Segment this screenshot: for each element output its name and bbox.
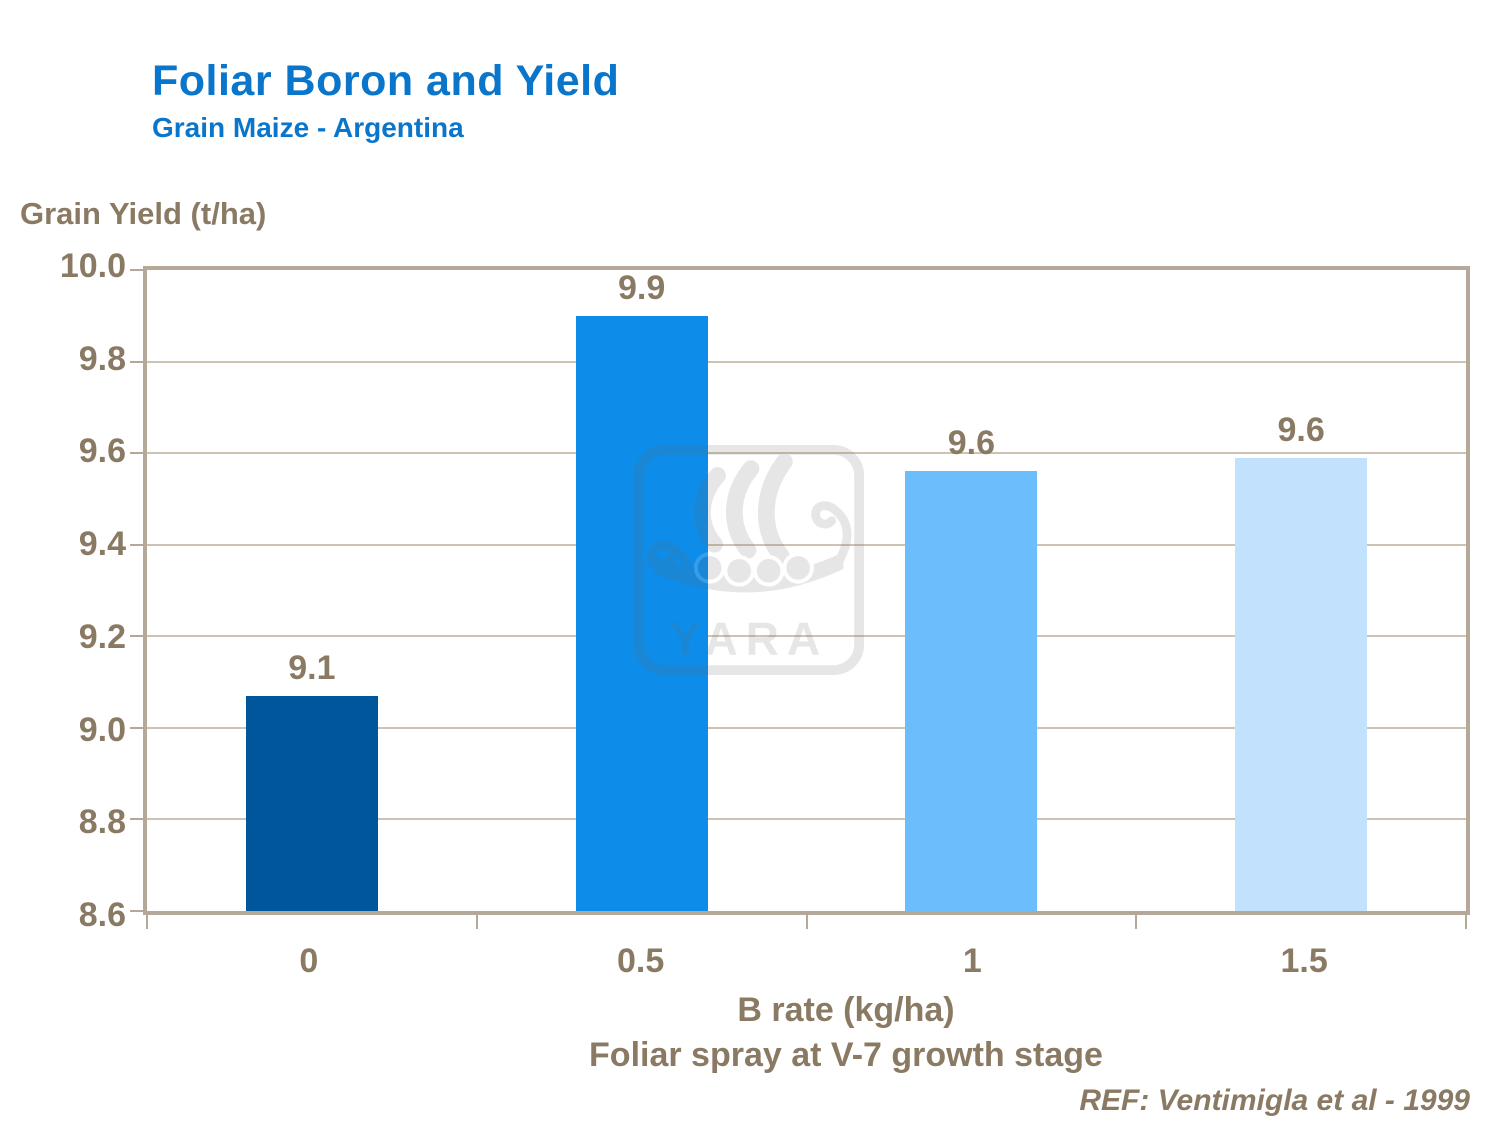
plot-area: 9.1 9.9 9.6 9.6 bbox=[130, 266, 1470, 929]
y-tick-label: 9.6 bbox=[78, 432, 126, 471]
y-axis-title: Grain Yield (t/ha) bbox=[20, 196, 267, 231]
bar-1.5 bbox=[1235, 457, 1368, 911]
gridline bbox=[147, 818, 1466, 821]
y-tick-label: 9.8 bbox=[78, 339, 126, 378]
gridline bbox=[147, 543, 1466, 546]
gridline bbox=[147, 726, 1466, 729]
y-tick-mark bbox=[130, 635, 143, 638]
x-tick-label: 1 bbox=[962, 942, 982, 980]
y-tick-mark bbox=[130, 269, 143, 271]
gridline bbox=[147, 635, 1466, 638]
x-tick-mark bbox=[805, 915, 808, 929]
y-tick-mark bbox=[130, 726, 143, 729]
page-title: Foliar Boron and Yield bbox=[152, 57, 620, 105]
y-tick-label: 9.0 bbox=[78, 710, 126, 749]
x-tick-mark bbox=[1465, 915, 1467, 929]
reference-text: REF: Ventimigla et al - 1999 bbox=[1079, 1084, 1470, 1117]
x-tick-label: 1.5 bbox=[1280, 942, 1328, 980]
x-tick-mark bbox=[146, 915, 148, 929]
x-axis-subtitle: Foliar spray at V-7 growth stage bbox=[589, 1036, 1103, 1074]
y-tick-mark bbox=[130, 360, 143, 363]
x-axis-title: B rate (kg/ha) bbox=[737, 991, 955, 1029]
x-tick-label: 0.5 bbox=[616, 942, 665, 980]
x-tick-mark bbox=[475, 915, 478, 929]
y-tick-label: 8.8 bbox=[78, 803, 126, 842]
x-axis-labels: 0 0.5 1 1.5 bbox=[143, 921, 1470, 991]
bar-value-label: 9.1 bbox=[288, 648, 336, 687]
x-tick-label: 0 bbox=[299, 942, 319, 980]
bar-0.5 bbox=[575, 315, 708, 911]
bar-value-label: 9.9 bbox=[617, 268, 666, 307]
y-tick-mark bbox=[130, 818, 143, 821]
bar-value-label: 9.6 bbox=[947, 424, 996, 463]
gridline bbox=[147, 452, 1466, 455]
y-tick-mark bbox=[130, 543, 143, 546]
bar-1 bbox=[905, 471, 1038, 911]
y-tick-label: 10.0 bbox=[59, 247, 126, 285]
y-tick-mark bbox=[130, 452, 143, 455]
gridline bbox=[147, 360, 1466, 363]
page-subtitle: Grain Maize - Argentina bbox=[152, 112, 464, 143]
y-tick-mark bbox=[130, 910, 143, 912]
x-tick-mark bbox=[1135, 915, 1138, 929]
bar-0 bbox=[245, 695, 378, 911]
bar-value-label: 9.6 bbox=[1277, 410, 1325, 449]
y-axis-labels: 10.0 9.8 9.6 9.4 9.2 9.0 8.8 8.6 bbox=[0, 247, 126, 934]
y-tick-label: 9.2 bbox=[78, 617, 126, 656]
y-tick-label: 8.6 bbox=[78, 896, 126, 934]
y-tick-label: 9.4 bbox=[78, 525, 126, 564]
